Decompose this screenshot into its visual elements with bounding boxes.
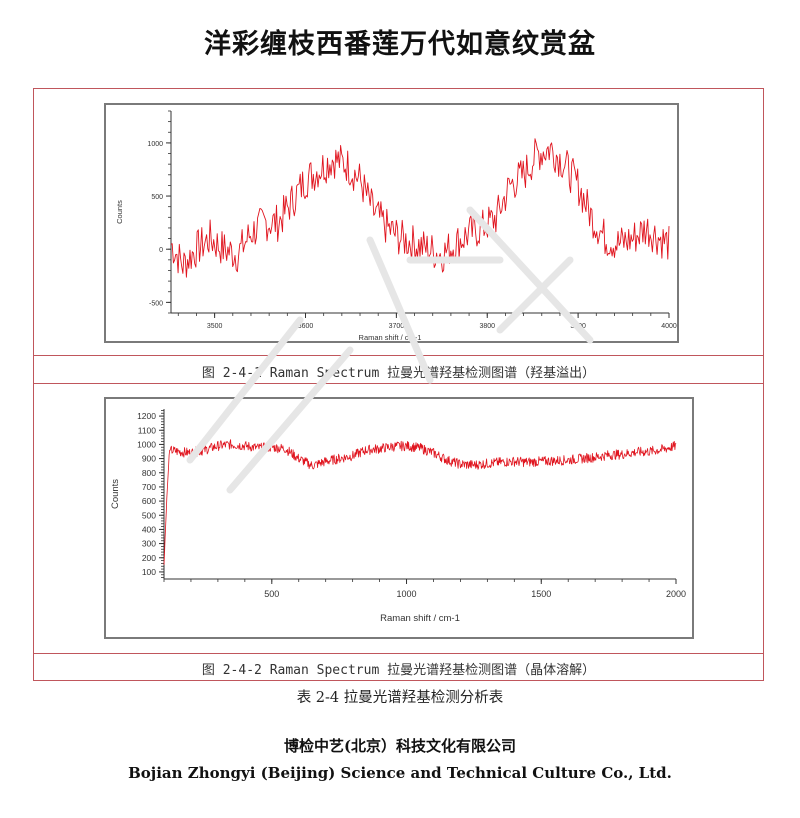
y-tick-label: -500 (149, 300, 163, 307)
figure-1-caption: 图 2-4-1 Raman Spectrum 拉曼光谱羟基检测图谱（羟基溢出） (201, 366, 596, 381)
x-tick-label: 3500 (207, 323, 223, 330)
company-name-en: Bojian Zhongyi (Beijing) Science and Tec… (128, 764, 672, 782)
divider (33, 653, 764, 654)
spectrum-line (170, 138, 670, 278)
chart-2-panel: 100 200 300 400 500 600 700 800 900 1000 1100 1200 5… (104, 397, 694, 639)
y-tick-label: 0 (159, 247, 163, 254)
x-tick-label: 500 (264, 589, 279, 599)
table-caption: 表 2-4 拉曼光谱羟基检测分析表 (296, 690, 504, 706)
divider (33, 355, 764, 356)
company-name-cn: 博检中艺(北京）科技文化有限公司 (283, 737, 517, 755)
x-axis-title: Raman shift / cm-1 (380, 613, 460, 624)
y-axis-title: Counts (110, 479, 121, 509)
x-axis-title: Raman shift / cm-1 (359, 333, 422, 341)
y-tick-label: 1000 (147, 141, 163, 148)
x-tick-label: 2000 (666, 589, 686, 599)
chart-2: 100 200 300 400 500 600 700 800 900 1000 1100 1200 5… (110, 409, 686, 624)
x-tick-label: 1000 (397, 589, 417, 599)
x-tick-label: 3600 (298, 323, 314, 330)
y-axis-title: Counts (115, 200, 124, 224)
y-tick-label: 1100 (138, 425, 157, 435)
x-tick-label: 1500 (531, 589, 551, 599)
y-tick-label: 700 (142, 482, 156, 492)
x-tick-label: 3800 (479, 323, 495, 330)
y-tick-label: 1000 (137, 439, 156, 449)
y-tick-label: 200 (142, 553, 156, 563)
chart-1-panel: -500 0 500 1000 3500 3600 3700 3800 3900 4000 Rama… (104, 103, 679, 343)
figure-frame (33, 88, 764, 681)
y-tick-label: 500 (142, 510, 156, 520)
y-tick-label: 800 (142, 468, 156, 478)
y-tick-label: 1200 (137, 411, 156, 421)
y-tick-label: 400 (142, 524, 156, 534)
divider (33, 383, 764, 384)
x-tick-label: 3900 (570, 323, 586, 330)
figure-2-caption: 图 2-4-2 Raman Spectrum 拉曼光谱羟基检测图谱（晶体溶解） (201, 663, 596, 678)
x-tick-label: 3700 (389, 323, 405, 330)
y-tick-label: 100 (142, 567, 156, 577)
y-tick-label: 900 (142, 454, 156, 464)
y-tick-label: 300 (142, 539, 156, 549)
chart-1: -500 0 500 1000 3500 3600 3700 3800 3900 4000 Rama… (115, 110, 677, 342)
page-title: 洋彩缠枝西番莲万代如意纹赏盆 (204, 29, 596, 60)
x-tick-label: 4000 (661, 323, 677, 330)
spectrum-line (163, 439, 677, 565)
y-tick-label: 600 (142, 496, 156, 506)
y-tick-label: 500 (151, 194, 163, 201)
